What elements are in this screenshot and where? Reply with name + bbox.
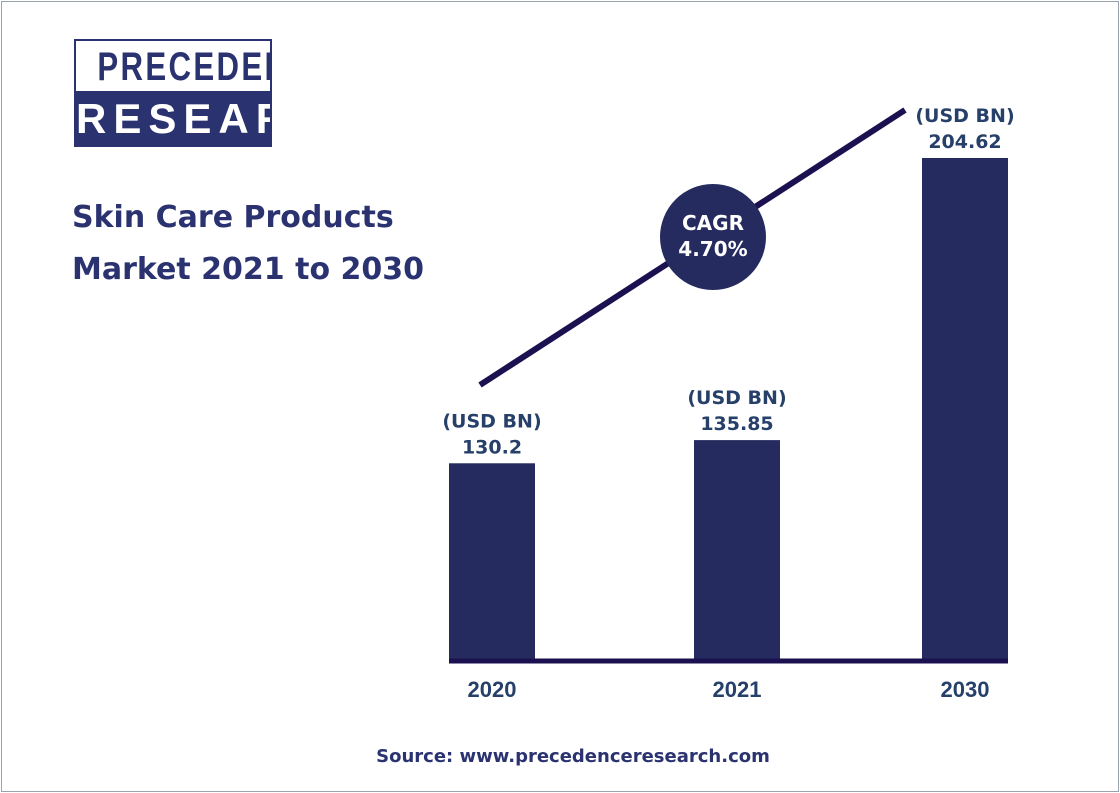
value-label: 135.85 — [700, 413, 773, 435]
cagr-value: 4.70% — [678, 237, 747, 261]
cagr-label: CAGR — [682, 211, 744, 235]
title-line-1: Skin Care Products — [72, 200, 394, 235]
value-label: 204.62 — [928, 131, 1001, 153]
bar-2020 — [449, 463, 535, 661]
x-tick-label: 2021 — [713, 677, 762, 702]
logo: PRECEDENCE RESEARCH — [74, 39, 272, 147]
bar-2021 — [694, 440, 780, 661]
unit-label: (USD BN) — [687, 387, 786, 409]
x-tick-label: 2030 — [941, 677, 990, 702]
logo-line1: PRECEDENCE — [97, 41, 270, 91]
unit-label: (USD BN) — [915, 105, 1014, 127]
logo-line2: RESEARCH — [76, 91, 270, 145]
value-label: 130.2 — [462, 436, 522, 458]
chart-title: Skin Care Products Market 2021 to 2030 — [72, 192, 424, 296]
cagr-badge — [660, 184, 766, 290]
unit-label: (USD BN) — [442, 410, 541, 432]
title-line-2: Market 2021 to 2030 — [72, 252, 425, 287]
x-tick-label: 2020 — [468, 677, 517, 702]
bar-2030 — [922, 158, 1008, 661]
source-text: Source: www.precedenceresearch.com — [376, 746, 770, 767]
